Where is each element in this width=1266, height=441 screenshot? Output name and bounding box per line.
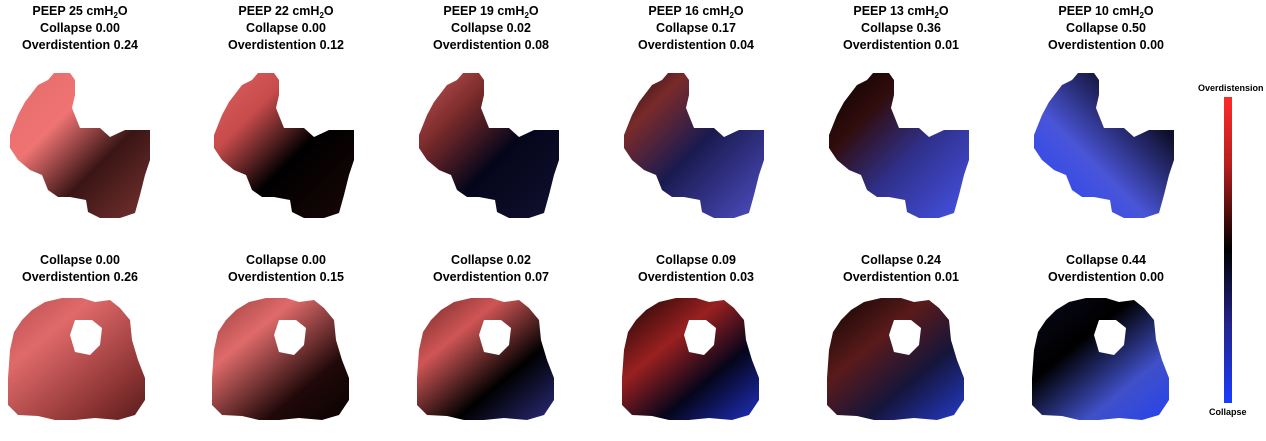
lung-map-top-3 [419, 73, 559, 218]
peep-label: PEEP 10 cmH2O [1058, 4, 1154, 20]
bottom-panel-5-title: Collapse 0.24 Overdistention 0.01 [816, 252, 986, 286]
overdistention-label: Overdistention 0.01 [842, 270, 959, 284]
top-panel-2-title: PEEP 22 cmH2O Collapse 0.00 Overdistenti… [201, 3, 371, 54]
overdistention-label: Overdistention 0.07 [432, 270, 549, 284]
collapse-label: Collapse 0.17 [656, 21, 736, 35]
lung-map-top-6 [1034, 73, 1174, 218]
colorbar-bottom-label: Collapse [1209, 407, 1247, 417]
lung-map-top-5 [829, 73, 969, 218]
collapse-label: Collapse 0.00 [40, 21, 120, 35]
top-panel-1-title: PEEP 25 cmH2O Collapse 0.00 Overdistenti… [0, 3, 165, 54]
collapse-label: Collapse 0.50 [1066, 21, 1146, 35]
lung-map-bottom-4 [622, 298, 759, 420]
colorbar-top-label: Overdistension [1198, 83, 1264, 93]
colorbar [1224, 97, 1232, 403]
bottom-panel-6-title: Collapse 0.44 Overdistention 0.00 [1021, 252, 1191, 286]
lung-map-bottom-6 [1032, 298, 1169, 420]
overdistention-label: Overdistention 0.24 [21, 38, 138, 52]
bottom-panel-3-title: Collapse 0.02 Overdistention 0.07 [406, 252, 576, 286]
lung-map-bottom-1 [8, 298, 145, 420]
overdistention-label: Overdistention 0.15 [227, 270, 344, 284]
collapse-label: Collapse 0.24 [861, 253, 941, 267]
peep-label: PEEP 16 cmH2O [648, 4, 744, 20]
collapse-label: Collapse 0.02 [451, 253, 531, 267]
lung-map-top-4 [624, 73, 764, 218]
collapse-label: Collapse 0.00 [246, 253, 326, 267]
collapse-label: Collapse 0.44 [1066, 253, 1146, 267]
collapse-label: Collapse 0.36 [861, 21, 941, 35]
overdistention-label: Overdistention 0.08 [432, 38, 549, 52]
overdistention-label: Overdistention 0.04 [637, 38, 754, 52]
overdistention-label: Overdistention 0.00 [1047, 270, 1164, 284]
top-panel-3-title: PEEP 19 cmH2O Collapse 0.02 Overdistenti… [406, 3, 576, 54]
peep-label: PEEP 19 cmH2O [443, 4, 539, 20]
top-panel-5-title: PEEP 13 cmH2O Collapse 0.36 Overdistenti… [816, 3, 986, 54]
peep-label: PEEP 25 cmH2O [32, 4, 128, 20]
bottom-panel-4-title: Collapse 0.09 Overdistention 0.03 [611, 252, 781, 286]
collapse-label: Collapse 0.00 [40, 253, 120, 267]
top-panel-4-title: PEEP 16 cmH2O Collapse 0.17 Overdistenti… [611, 3, 781, 54]
overdistention-label: Overdistention 0.00 [1047, 38, 1164, 52]
overdistention-label: Overdistention 0.26 [21, 270, 138, 284]
bottom-panel-1-title: Collapse 0.00 Overdistention 0.26 [0, 252, 165, 286]
collapse-label: Collapse 0.00 [246, 21, 326, 35]
overdistention-label: Overdistention 0.03 [637, 270, 754, 284]
peep-label: PEEP 22 cmH2O [238, 4, 334, 20]
lung-map-top-1 [10, 73, 150, 218]
overdistention-label: Overdistention 0.01 [842, 38, 959, 52]
lung-map-bottom-2 [212, 298, 349, 420]
lung-map-top-2 [214, 73, 354, 218]
lung-map-bottom-5 [827, 298, 964, 420]
peep-label: PEEP 13 cmH2O [853, 4, 949, 20]
overdistention-label: Overdistention 0.12 [227, 38, 344, 52]
bottom-panel-2-title: Collapse 0.00 Overdistention 0.15 [201, 252, 371, 286]
lung-map-bottom-3 [417, 298, 554, 420]
collapse-label: Collapse 0.09 [656, 253, 736, 267]
top-panel-6-title: PEEP 10 cmH2O Collapse 0.50 Overdistenti… [1021, 3, 1191, 54]
collapse-label: Collapse 0.02 [451, 21, 531, 35]
